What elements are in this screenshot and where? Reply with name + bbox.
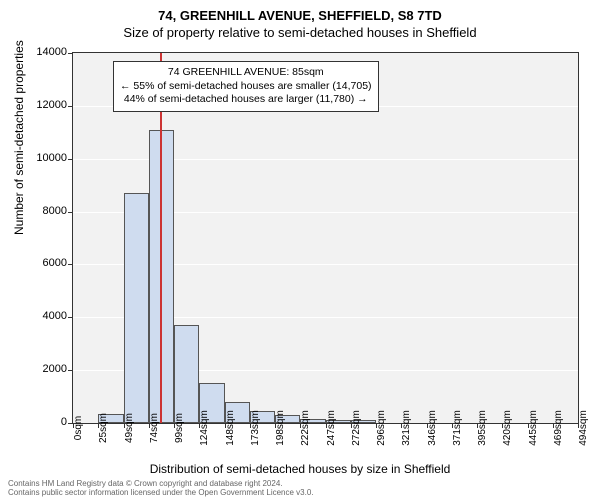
chart-plot-area: 0sqm25sqm49sqm74sqm99sqm124sqm148sqm173s…	[72, 52, 579, 424]
annotation-line2: ← 55% of semi-detached houses are smalle…	[120, 80, 372, 94]
x-tick-label: 321sqm	[401, 410, 412, 446]
annotation-box: 74 GREENHILL AVENUE: 85sqm ← 55% of semi…	[113, 61, 379, 112]
x-tick-label: 247sqm	[326, 410, 337, 446]
histogram-bar	[174, 325, 199, 423]
x-tick-label: 346sqm	[427, 410, 438, 446]
x-tick-label: 469sqm	[553, 410, 564, 446]
x-tick-label: 296sqm	[376, 410, 387, 446]
y-tick-label: 6000	[17, 257, 67, 269]
footer-line1: Contains HM Land Registry data © Crown c…	[8, 479, 314, 489]
x-tick-label: 445sqm	[528, 410, 539, 446]
y-tick-label: 8000	[17, 205, 67, 217]
x-tick-label: 0sqm	[73, 416, 84, 440]
footer-line2: Contains public sector information licen…	[8, 488, 314, 498]
x-tick-label: 420sqm	[502, 410, 513, 446]
y-tick-label: 2000	[17, 363, 67, 375]
x-tick-label: 49sqm	[124, 413, 135, 443]
title-main: 74, GREENHILL AVENUE, SHEFFIELD, S8 7TD	[0, 0, 600, 23]
annotation-line1: 74 GREENHILL AVENUE: 85sqm	[120, 66, 372, 80]
x-tick-label: 371sqm	[452, 410, 463, 446]
x-tick-label: 272sqm	[351, 410, 362, 446]
x-axis-label: Distribution of semi-detached houses by …	[0, 462, 600, 476]
x-tick-label: 173sqm	[250, 410, 261, 446]
y-tick-mark	[68, 159, 73, 160]
x-tick-label: 494sqm	[578, 410, 589, 446]
y-tick-label: 4000	[17, 310, 67, 322]
y-tick-label: 12000	[17, 99, 67, 111]
y-tick-label: 10000	[17, 152, 67, 164]
chart-container: 74, GREENHILL AVENUE, SHEFFIELD, S8 7TD …	[0, 0, 600, 500]
y-tick-mark	[68, 264, 73, 265]
y-tick-label: 0	[17, 416, 67, 428]
x-tick-label: 124sqm	[199, 410, 210, 446]
x-tick-label: 198sqm	[275, 410, 286, 446]
y-tick-mark	[68, 370, 73, 371]
y-tick-mark	[68, 53, 73, 54]
y-tick-mark	[68, 317, 73, 318]
footer-text: Contains HM Land Registry data © Crown c…	[8, 479, 314, 498]
histogram-bar	[124, 193, 149, 423]
y-tick-mark	[68, 212, 73, 213]
y-tick-mark	[68, 106, 73, 107]
title-sub: Size of property relative to semi-detach…	[0, 23, 600, 40]
x-tick-label: 25sqm	[98, 413, 109, 443]
x-tick-label: 99sqm	[174, 413, 185, 443]
annotation-line3: 44% of semi-detached houses are larger (…	[120, 93, 372, 107]
x-tick-label: 148sqm	[225, 410, 236, 446]
x-tick-label: 74sqm	[149, 413, 160, 443]
x-tick-label: 395sqm	[477, 410, 488, 446]
x-tick-label: 222sqm	[300, 410, 311, 446]
y-tick-label: 14000	[17, 46, 67, 58]
